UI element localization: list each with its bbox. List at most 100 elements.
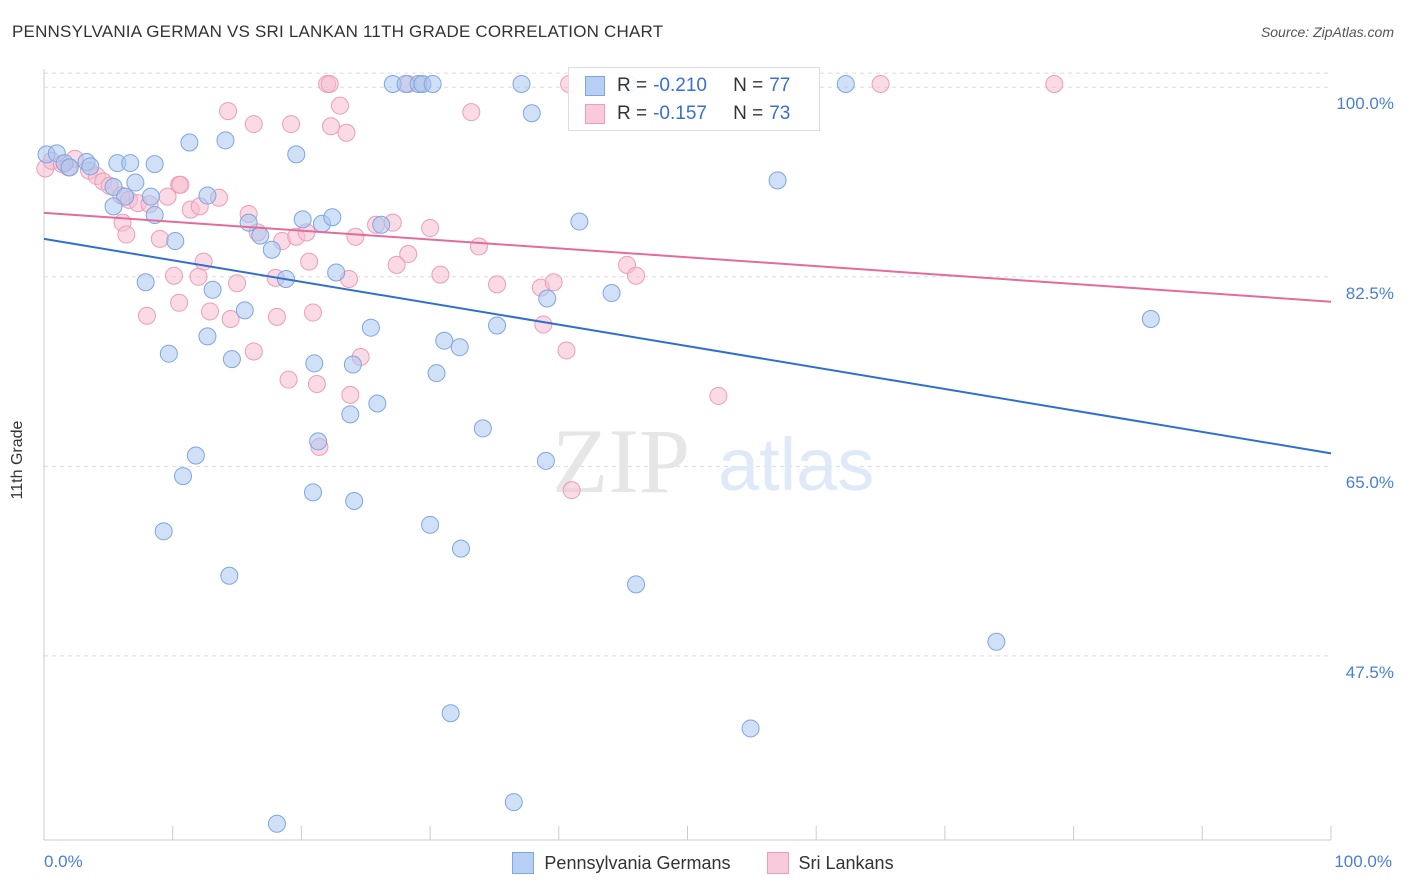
legend-swatch-pink bbox=[766, 852, 789, 874]
sri-lankan-point bbox=[171, 175, 190, 194]
pennsylvania-german-point bbox=[421, 515, 440, 534]
pennsylvania-german-point bbox=[836, 74, 855, 93]
pennsylvania-german-point bbox=[368, 394, 387, 413]
legend-item-sri-lankans[interactable]: Sri Lankans bbox=[766, 852, 894, 874]
sri-lankan-point bbox=[194, 252, 213, 271]
n-value: 73 bbox=[769, 103, 791, 124]
pennsylvania-german-point bbox=[173, 467, 192, 486]
pennsylvania-german-point bbox=[180, 133, 199, 152]
pennsylvania-german-point bbox=[504, 793, 523, 812]
pennsylvania-german-point bbox=[198, 327, 217, 346]
pennsylvania-german-point bbox=[198, 186, 217, 205]
sri-lankan-point bbox=[300, 252, 319, 271]
pennsylvania-german-point bbox=[451, 539, 470, 558]
pennsylvania-german-point bbox=[327, 263, 346, 282]
sri-lankan-point bbox=[219, 102, 238, 121]
x-tick-label-max: 100.0% bbox=[1334, 852, 1392, 871]
pennsylvania-german-point bbox=[116, 187, 135, 206]
pennsylvania-german-point bbox=[220, 566, 239, 585]
watermark-atlas: atlas bbox=[718, 423, 874, 506]
pennsylvania-german-point bbox=[522, 104, 541, 123]
pennsylvania-german-point bbox=[267, 814, 286, 833]
trend-lines bbox=[43, 211, 1332, 455]
n-label: N = bbox=[733, 103, 764, 124]
pennsylvania-german-point bbox=[341, 405, 360, 424]
pennsylvania-german-point bbox=[627, 575, 646, 594]
legend-label: Pennsylvania Germans bbox=[544, 852, 731, 873]
r-label: R = bbox=[617, 103, 648, 124]
pennsylvania-german-point bbox=[287, 145, 306, 164]
r-value: -0.157 bbox=[653, 103, 707, 124]
pennsylvania-german-point bbox=[309, 432, 328, 451]
pennsylvania-german-point bbox=[450, 338, 469, 357]
pennsylvania-german-point bbox=[423, 74, 442, 93]
sri-lankan-point bbox=[267, 307, 286, 326]
pennsylvania-german-point bbox=[222, 350, 241, 369]
sri-lankan-point bbox=[150, 229, 169, 248]
y-tick-label: 100.0% bbox=[1336, 94, 1394, 114]
pennsylvania-german-point bbox=[488, 316, 507, 335]
pennsylvania-german-point bbox=[136, 273, 155, 292]
y-tick-label: 82.5% bbox=[1345, 283, 1394, 303]
r-value: -0.210 bbox=[653, 75, 707, 96]
r-label: R = bbox=[617, 75, 648, 96]
pennsylvania-german-point bbox=[239, 213, 258, 232]
sri-lankan-point bbox=[544, 273, 563, 292]
pennsylvania-german-point bbox=[251, 226, 270, 245]
sri-lankan-point bbox=[341, 385, 360, 404]
pennsylvania-german-point bbox=[345, 491, 364, 510]
pennsylvania-german-point bbox=[186, 446, 205, 465]
pennsylvania-german-point bbox=[768, 171, 787, 190]
sri-lankan-point bbox=[282, 115, 301, 134]
sri-lankan-point bbox=[320, 74, 339, 93]
sri-lankan-point bbox=[244, 115, 263, 134]
sri-lankan-point bbox=[337, 123, 356, 142]
pennsylvania-german-point bbox=[303, 483, 322, 502]
stats-row-pennsylvania-germans: R = -0.210 N = 77 bbox=[585, 73, 790, 99]
pennsylvania-german-point bbox=[323, 208, 342, 227]
sri-lankan-point bbox=[303, 303, 322, 322]
sri-lankan-point bbox=[431, 265, 450, 284]
sri-lankan-point bbox=[462, 103, 481, 122]
sri-lankan-point bbox=[387, 255, 406, 274]
sri-lankan-point bbox=[709, 386, 728, 405]
y-tick-label: 65.0% bbox=[1345, 473, 1394, 493]
pennsylvania-german-point bbox=[361, 318, 380, 337]
pennsylvania-german-point bbox=[435, 331, 454, 350]
sri-lankan-point bbox=[346, 227, 365, 246]
legend-item-pennsylvania-germans[interactable]: Pennsylvania Germans bbox=[512, 852, 731, 874]
pennsylvania-german-point bbox=[570, 212, 589, 231]
pennsylvania-german-point bbox=[121, 154, 140, 173]
sri-lankan-point bbox=[201, 302, 220, 321]
pennsylvania-german-point bbox=[441, 704, 460, 723]
sri-lankan-point bbox=[1045, 74, 1064, 93]
pennsylvania-german-point bbox=[145, 155, 164, 174]
pennsylvania-german-point bbox=[159, 344, 178, 363]
legend-swatch-blue bbox=[512, 852, 535, 874]
n-value: 77 bbox=[769, 75, 791, 96]
sri-lankan-point bbox=[117, 225, 136, 244]
pennsylvania-german-point bbox=[141, 187, 160, 206]
legend-swatch-pink bbox=[585, 104, 605, 124]
sri-lankans-points bbox=[36, 74, 1064, 500]
pennsylvania-german-point bbox=[987, 632, 1006, 651]
pennsylvania-germans-trend-line bbox=[43, 237, 1332, 455]
pennsylvania-german-point bbox=[305, 354, 324, 373]
pennsylvania-german-point bbox=[60, 158, 79, 177]
n-label: N = bbox=[733, 75, 764, 96]
legend-swatch-blue bbox=[585, 76, 605, 96]
chart-title: PENNSYLVANIA GERMAN VS SRI LANKAN 11TH G… bbox=[12, 22, 664, 41]
pennsylvania-german-point bbox=[104, 177, 123, 196]
stats-legend: R = -0.210 N = 77 R = -0.157 N = 73 bbox=[568, 67, 820, 131]
sri-lankan-point bbox=[557, 341, 576, 360]
pennsylvania-german-point bbox=[293, 210, 312, 229]
legend-label: Sri Lankans bbox=[798, 852, 894, 873]
sri-lankan-point bbox=[399, 245, 418, 264]
sri-lankan-point bbox=[189, 267, 208, 286]
sri-lankan-point bbox=[421, 219, 440, 238]
pennsylvania-german-point bbox=[343, 355, 362, 374]
sri-lankan-point bbox=[322, 117, 341, 136]
pennsylvania-german-point bbox=[473, 419, 492, 438]
axes bbox=[43, 69, 1332, 841]
